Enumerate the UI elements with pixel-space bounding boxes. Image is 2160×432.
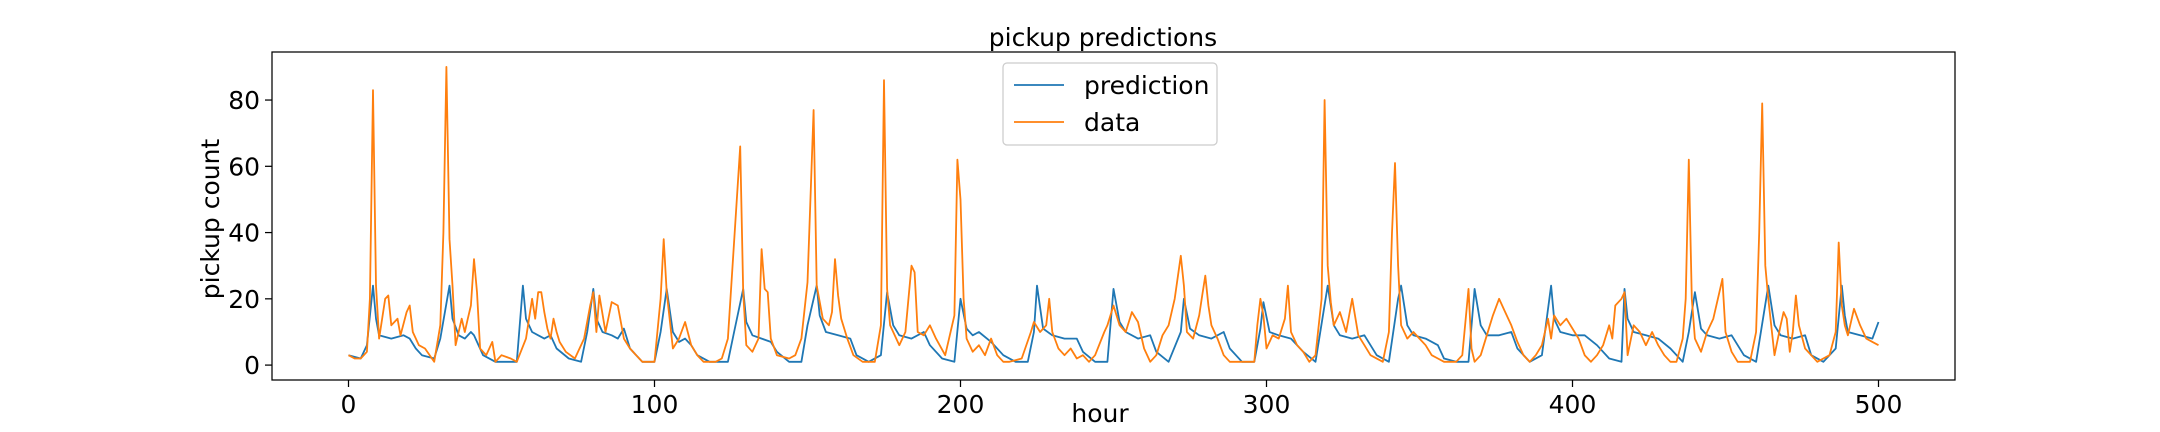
y-tick-label: 0	[244, 351, 260, 380]
series-layer	[348, 66, 1880, 363]
x-tick-label: 400	[1549, 390, 1597, 419]
x-tick-label: 100	[631, 390, 679, 419]
y-tick-label: 20	[228, 285, 260, 314]
y-axis-label: pickup count	[196, 139, 225, 300]
x-axis-label: hour	[1071, 399, 1129, 428]
legend: prediction data	[1002, 62, 1218, 146]
legend-label-data: data	[1084, 108, 1140, 137]
legend-label-prediction: prediction	[1084, 71, 1209, 100]
x-tick-label: 0	[341, 390, 357, 419]
y-tick-label: 60	[228, 152, 260, 181]
chart-title: pickup predictions	[989, 23, 1217, 52]
series-line-data	[348, 66, 1879, 363]
x-axis: 0 100 200 300 400 500	[341, 380, 1903, 419]
series-line-prediction	[348, 284, 1880, 363]
legend-box	[1002, 62, 1218, 146]
x-tick-label: 300	[1243, 390, 1291, 419]
x-tick-label: 200	[937, 390, 985, 419]
x-tick-label: 500	[1855, 390, 1903, 419]
y-axis: 0 20 40 60 80	[228, 86, 272, 380]
y-tick-label: 80	[228, 86, 260, 115]
y-tick-label: 40	[228, 219, 260, 248]
